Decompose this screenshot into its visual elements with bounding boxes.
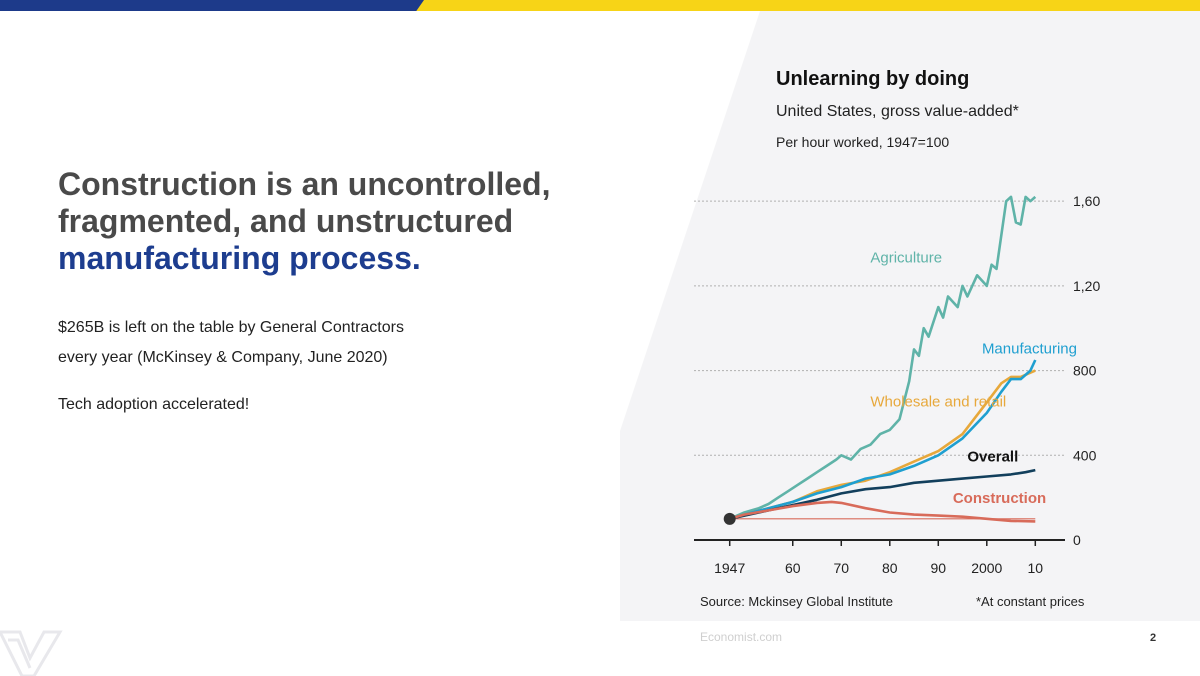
top-bar-yellow xyxy=(416,0,1200,11)
x-tick-label: 90 xyxy=(930,560,946,576)
page-number: 2 xyxy=(1150,632,1157,644)
series-label-manufacturing: Manufacturing xyxy=(982,341,1077,358)
x-tick-label: 2000 xyxy=(971,560,1002,576)
paragraph-mckinsey: $265B is left on the table by General Co… xyxy=(58,313,404,373)
x-tick-label: 10 xyxy=(1028,560,1044,576)
chart-unit-note: Per hour worked, 1947=100 xyxy=(776,134,950,150)
y-tick-label: 0 xyxy=(1073,532,1081,548)
paragraph-tech-adoption: Tech adoption accelerated! xyxy=(58,396,250,413)
headline-line-1: Construction is an uncontrolled, xyxy=(58,166,551,202)
series-label-construction: Construction xyxy=(953,490,1046,507)
headline-line-2: fragmented, and unstructured xyxy=(58,203,514,239)
series-line-overall xyxy=(729,468,1036,521)
top-bar-blue xyxy=(0,0,440,11)
x-tick-label: 80 xyxy=(882,560,898,576)
x-tick-label: 1947 xyxy=(714,560,745,576)
y-tick-label: 1,200 xyxy=(1073,278,1100,294)
chart-footnote: *At constant prices xyxy=(976,594,1085,609)
series-label-overall: Overall xyxy=(967,449,1018,466)
v-logo-icon xyxy=(0,630,63,676)
chart-source: Source: Mckinsey Global Institute xyxy=(700,594,893,609)
paragraph-line-2: every year (McKinsey & Company, June 202… xyxy=(58,349,388,366)
chart-title: Unlearning by doing xyxy=(776,68,970,90)
series-line-agriculture xyxy=(729,195,1037,520)
chart-subtitle: United States, gross value-added* xyxy=(776,103,1019,120)
paragraph-line-1: $265B is left on the table by General Co… xyxy=(58,319,404,336)
y-tick-label: 400 xyxy=(1073,447,1097,463)
slide-headline: Construction is an uncontrolled, fragmen… xyxy=(58,166,550,277)
start-point-marker xyxy=(723,512,736,525)
series-line-construction xyxy=(729,500,1036,523)
series-line-manufacturing xyxy=(729,359,1037,521)
line-chart: 0 400 800 1,200 1,600 1947 60 70 80 90 2000 10 Agric… xyxy=(694,193,1100,576)
watermark-text: Economist.com xyxy=(700,630,783,644)
top-accent-bar xyxy=(0,0,1200,11)
y-tick-label: 800 xyxy=(1073,363,1097,379)
series-label-agriculture: Agriculture xyxy=(870,250,942,267)
y-tick-label: 1,600 xyxy=(1073,193,1100,209)
headline-accent: manufacturing process. xyxy=(58,240,421,276)
x-tick-label: 60 xyxy=(785,560,801,576)
x-tick-label: 70 xyxy=(833,560,849,576)
series-label-wholesale-and-retail: Wholesale and retail xyxy=(870,394,1006,411)
